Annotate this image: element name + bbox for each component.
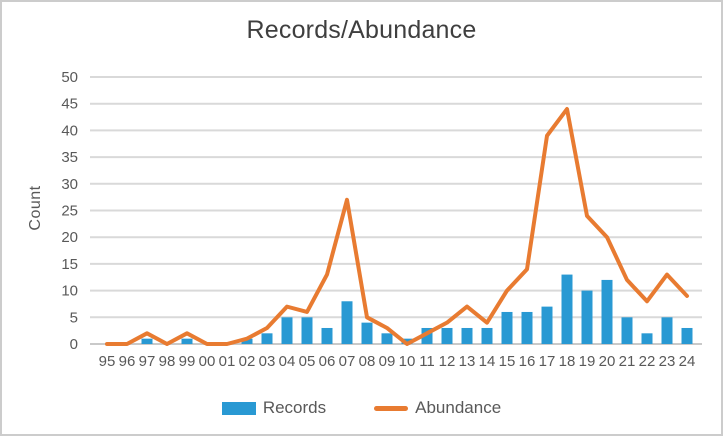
x-tick-label: 08 bbox=[359, 353, 376, 370]
chart-title: Records/Abundance bbox=[246, 16, 477, 44]
abundance-swatch-icon bbox=[374, 405, 409, 411]
bar-05 bbox=[301, 317, 313, 344]
y-tick-label: 15 bbox=[61, 256, 78, 273]
y-tick-label: 10 bbox=[61, 283, 78, 300]
x-tick-label: 24 bbox=[679, 353, 696, 370]
x-tick-label: 21 bbox=[619, 353, 636, 370]
x-tick-label: 00 bbox=[199, 353, 216, 370]
x-tick-label: 11 bbox=[419, 353, 435, 370]
x-tick-label: 99 bbox=[179, 353, 196, 370]
x-tick-label: 96 bbox=[119, 353, 136, 370]
bar-03 bbox=[261, 333, 273, 344]
legend-item-abundance: Abundance bbox=[374, 398, 501, 418]
y-tick-label: 20 bbox=[61, 229, 78, 246]
gridlines bbox=[90, 76, 702, 319]
bar-99 bbox=[181, 338, 193, 344]
x-tick-label: 16 bbox=[519, 353, 536, 370]
legend-item-records: Records bbox=[221, 398, 327, 418]
x-tick-label: 17 bbox=[539, 353, 556, 370]
x-tick-label: 03 bbox=[259, 353, 276, 370]
y-tick-label: 0 bbox=[70, 336, 78, 353]
x-tick-label: 01 bbox=[219, 353, 236, 370]
bar-11 bbox=[421, 327, 433, 344]
y-tick-label: 30 bbox=[61, 176, 78, 193]
x-tick-label: 23 bbox=[659, 353, 676, 370]
x-tick-label: 97 bbox=[139, 353, 156, 370]
x-tick-label: 06 bbox=[319, 353, 336, 370]
bar-19 bbox=[581, 290, 593, 344]
legend: Records Abundance bbox=[2, 398, 721, 418]
y-tick-label: 50 bbox=[61, 69, 78, 86]
x-tick-label: 12 bbox=[439, 353, 456, 370]
x-tick-label: 02 bbox=[239, 353, 256, 370]
x-tick-label: 19 bbox=[579, 353, 596, 370]
x-tick-label: 98 bbox=[159, 353, 176, 370]
bar-09 bbox=[381, 333, 393, 344]
bar-24 bbox=[681, 327, 693, 344]
x-tick-label: 07 bbox=[339, 353, 356, 370]
abundance-line bbox=[105, 107, 689, 346]
bar-20 bbox=[601, 279, 613, 344]
x-tick-label: 22 bbox=[639, 353, 656, 370]
y-tick-label: 25 bbox=[61, 203, 78, 220]
bar-14 bbox=[481, 327, 493, 344]
y-tick-label: 40 bbox=[61, 122, 78, 139]
bar-12 bbox=[441, 327, 453, 344]
bar-23 bbox=[661, 317, 673, 344]
x-tick-label: 15 bbox=[499, 353, 516, 370]
legend-label-abundance: Abundance bbox=[415, 398, 502, 417]
bar-07 bbox=[341, 301, 353, 344]
x-tick-label: 95 bbox=[99, 353, 116, 370]
x-tick-label: 04 bbox=[279, 353, 296, 370]
bar-21 bbox=[621, 317, 633, 344]
bar-18 bbox=[561, 274, 573, 344]
y-tick-label: 45 bbox=[61, 96, 78, 113]
y-axis-tick-labels: 0 5 10 15 20 25 30 35 40 45 50 bbox=[61, 69, 78, 353]
x-tick-label: 05 bbox=[299, 353, 316, 370]
x-axis-tick-labels: 95 96 97 98 99 00 01 02 03 04 05 06 07 08 09 10 11 12 13 14… bbox=[99, 353, 696, 370]
x-tick-label: 09 bbox=[379, 353, 396, 370]
bar-04 bbox=[281, 317, 293, 344]
records-bars bbox=[141, 274, 693, 344]
x-tick-label: 10 bbox=[399, 353, 416, 370]
y-tick-label: 35 bbox=[61, 149, 78, 166]
x-tick-label: 20 bbox=[599, 353, 616, 370]
bar-02 bbox=[241, 338, 253, 344]
bar-10 bbox=[401, 338, 413, 344]
x-tick-label: 18 bbox=[559, 353, 576, 370]
bar-22 bbox=[641, 333, 653, 344]
bar-16 bbox=[521, 311, 533, 344]
records-swatch-icon bbox=[221, 401, 256, 415]
bar-06 bbox=[321, 327, 333, 344]
bar-13 bbox=[461, 327, 473, 344]
bar-08 bbox=[361, 322, 373, 344]
legend-label-records: Records bbox=[262, 398, 327, 417]
x-tick-label: 13 bbox=[459, 353, 476, 370]
y-tick-label: 5 bbox=[70, 309, 78, 326]
bar-15 bbox=[501, 311, 513, 344]
bar-97 bbox=[141, 338, 153, 344]
bar-17 bbox=[541, 306, 553, 344]
x-tick-label: 14 bbox=[479, 353, 496, 370]
